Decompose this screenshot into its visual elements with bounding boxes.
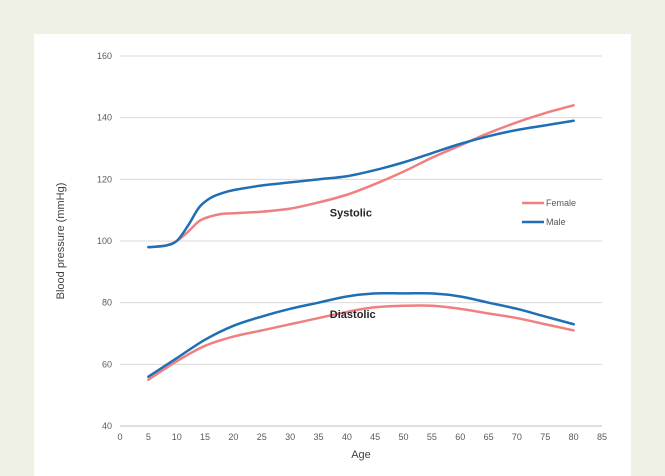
series-line-diastolic-male <box>147 291 575 378</box>
y-tick-labels: 40 60 80 100 120 140 160 <box>97 51 112 431</box>
x-tick-label: 80 <box>569 432 579 442</box>
series-line-systolic-female <box>147 104 575 249</box>
x-tick-label: 35 <box>313 432 323 442</box>
x-tick-label: 55 <box>427 432 437 442</box>
y-tick-label: 60 <box>102 359 112 369</box>
x-tick-label: 25 <box>257 432 267 442</box>
x-tick-label: 85 <box>597 432 607 442</box>
x-tick-label: 60 <box>455 432 465 442</box>
x-tick-label: 10 <box>172 432 182 442</box>
x-tick-labels: 0 5 10 15 20 25 30 35 40 45 50 55 60 65 70 75 80 85 <box>117 432 607 442</box>
x-tick-label: 70 <box>512 432 522 442</box>
x-tick-label: 50 <box>399 432 409 442</box>
x-tick-label: 75 <box>540 432 550 442</box>
x-tick-label: 40 <box>342 432 352 442</box>
x-tick-label: 0 <box>117 432 122 442</box>
series-lines <box>147 104 575 381</box>
x-tick-label: 5 <box>146 432 151 442</box>
y-tick-label: 80 <box>102 298 112 308</box>
x-tick-label: 65 <box>484 432 494 442</box>
y-tick-label: 120 <box>97 174 112 184</box>
y-tick-label: 100 <box>97 236 112 246</box>
y-tick-label: 40 <box>102 421 112 431</box>
x-tick-label: 45 <box>370 432 380 442</box>
chart-frame: 40 60 80 100 120 140 160 0 5 10 15 20 25 30 35 40 45 50 5… <box>34 34 631 476</box>
annotation-systolic: Systolic <box>330 207 372 219</box>
series-line-diastolic-female <box>147 304 575 381</box>
annotations: Systolic Diastolic <box>330 207 376 321</box>
y-tick-label: 140 <box>97 113 112 123</box>
x-tick-label: 15 <box>200 432 210 442</box>
x-tick-label: 30 <box>285 432 295 442</box>
x-axis-title: Age <box>351 449 371 461</box>
legend-label-male: Male <box>546 217 566 227</box>
legend-label-female: Female <box>546 198 576 208</box>
gridlines <box>120 55 602 427</box>
y-tick-label: 160 <box>97 51 112 61</box>
blood-pressure-chart: 40 60 80 100 120 140 160 0 5 10 15 20 25 30 35 40 45 50 5… <box>55 51 607 461</box>
series-line-systolic-male <box>147 119 575 249</box>
y-axis-title: Blood pressure (mmHg) <box>55 183 67 300</box>
annotation-diastolic: Diastolic <box>330 309 376 321</box>
legend: Female Male <box>522 198 576 227</box>
x-tick-label: 20 <box>228 432 238 442</box>
